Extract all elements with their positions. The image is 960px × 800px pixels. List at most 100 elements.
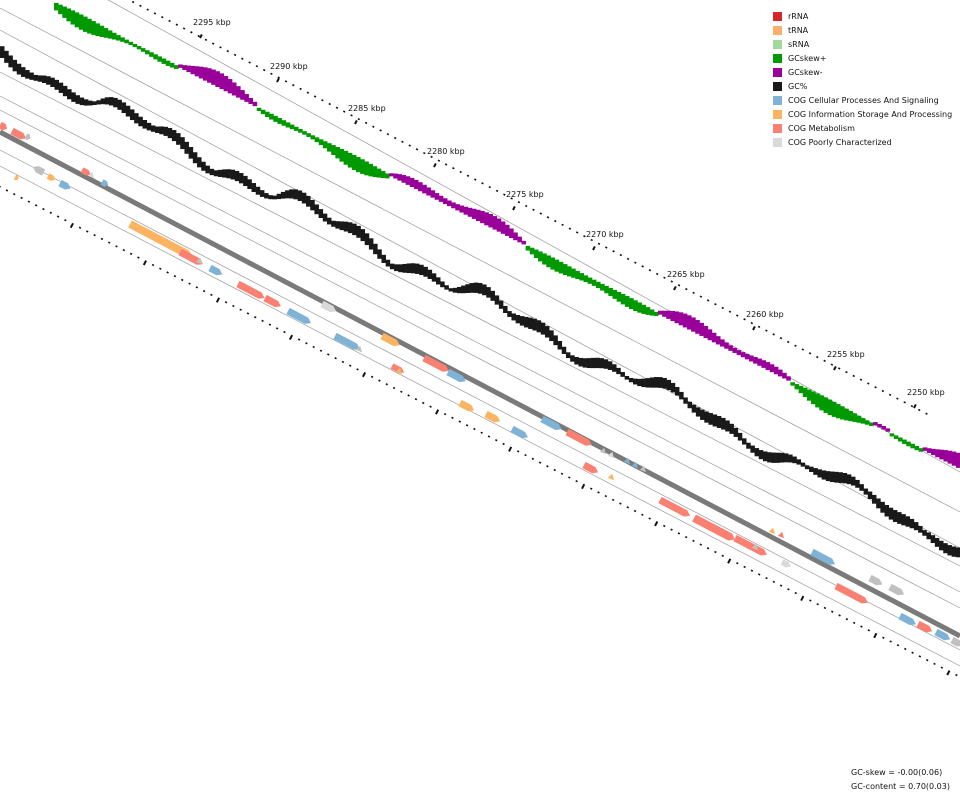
- gc-content-bar: [897, 512, 902, 524]
- minor-tick: [510, 197, 513, 200]
- minor-tick: [226, 49, 230, 53]
- gc-skew-negative-bar: [236, 86, 241, 98]
- gc-skew-positive-bar: [868, 422, 874, 427]
- gene-arrow: [13, 174, 19, 181]
- gc-content-bar: [75, 95, 80, 104]
- minor-tick: [604, 246, 608, 249]
- gc-skew-negative-bar: [922, 447, 928, 451]
- gc-skew-positive-bar: [533, 249, 539, 259]
- gc-skew-positive-bar: [856, 415, 862, 423]
- gc-content-bar: [155, 126, 160, 133]
- gc-skew-positive-bar: [136, 46, 142, 50]
- gc-skew-positive-bar: [269, 113, 274, 120]
- minor-tick: [575, 231, 579, 234]
- minor-tick: [692, 539, 695, 543]
- gc-content-bar: [477, 282, 483, 294]
- gc-content-bar: [180, 137, 185, 150]
- gc-content-bar: [16, 63, 22, 75]
- gc-skew-negative-bar: [389, 173, 394, 177]
- gc-content-bar: [222, 169, 227, 178]
- guide-line: [0, 71, 960, 567]
- minor-tick: [808, 352, 812, 355]
- gc-skew-positive-bar: [819, 395, 824, 411]
- gc-content-bar: [498, 300, 504, 309]
- gc-content-bar: [867, 491, 873, 500]
- major-tick: [69, 222, 74, 229]
- minor-tick: [794, 344, 797, 347]
- minor-tick: [830, 363, 834, 366]
- gc-content-bar: [301, 192, 307, 204]
- legend-item-gc-percent: GC%: [773, 79, 952, 93]
- gc-skew-positive-bar: [848, 411, 853, 422]
- gc-skew-positive-bar: [616, 291, 622, 302]
- legend-label: COG Poorly Characterized: [788, 137, 892, 147]
- minor-tick: [786, 340, 790, 344]
- gc-content-bar: [331, 220, 336, 227]
- gc-content-bar: [528, 317, 533, 329]
- gc-skew-positive-bar: [831, 401, 837, 417]
- gc-content-bar: [641, 378, 646, 388]
- minor-tick: [64, 219, 67, 222]
- gc-skew-negative-bar: [765, 362, 771, 370]
- gc-content-bar: [306, 195, 311, 207]
- legend-label: COG Cellular Processes And Signaling: [788, 95, 939, 105]
- minor-tick: [910, 404, 914, 408]
- gc-skew-negative-bar: [715, 336, 721, 345]
- legend-swatch: [773, 67, 782, 77]
- minor-tick: [881, 389, 885, 393]
- gc-content-bar: [108, 97, 114, 106]
- gene-marker: [777, 531, 785, 539]
- gene-arrow: [100, 179, 109, 187]
- minor-tick: [860, 625, 863, 628]
- gc-content-bar: [830, 471, 835, 483]
- minor-tick: [852, 374, 855, 378]
- minor-tick: [180, 278, 184, 282]
- gc-skew-negative-bar: [475, 209, 481, 222]
- gc-skew-positive-bar: [587, 277, 593, 284]
- minor-tick: [779, 584, 783, 587]
- minor-tick: [765, 329, 768, 332]
- gc-content-bar: [918, 525, 923, 533]
- minor-tick: [12, 193, 16, 196]
- gc-content-bar: [754, 448, 760, 457]
- minor-tick: [925, 412, 928, 415]
- gc-skew-positive-bar: [310, 135, 316, 140]
- minor-tick: [933, 662, 936, 666]
- minor-tick: [692, 291, 695, 295]
- gc-content-bar: [880, 501, 885, 513]
- guide-line: [107, 0, 960, 473]
- minor-tick: [532, 208, 535, 211]
- gc-skew-positive-bar: [633, 300, 638, 312]
- gc-skew-negative-bar: [757, 358, 762, 366]
- minor-tick: [590, 238, 593, 242]
- minor-tick: [129, 252, 133, 255]
- gc-content-bar: [264, 193, 269, 199]
- gc-content-bar: [788, 454, 793, 463]
- gc-skew-positive-bar: [314, 137, 320, 143]
- gene-arrow: [458, 399, 475, 412]
- gene-marker: [631, 461, 639, 469]
- major-tick: [362, 371, 367, 378]
- minor-tick: [305, 342, 308, 345]
- minor-tick: [626, 257, 630, 261]
- gc-content-bar: [804, 465, 810, 470]
- gene-arrow: [80, 167, 91, 176]
- gc-content-bar: [268, 195, 273, 200]
- minor-tick: [940, 666, 944, 669]
- gc-skew-positive-bar: [161, 58, 167, 64]
- legend-swatch: [773, 137, 782, 147]
- gene-arrow: [484, 410, 501, 423]
- legend-item-cog-metabolism: COG Metabolism: [773, 121, 952, 135]
- minor-tick: [175, 23, 179, 26]
- gc-skew-negative-bar: [732, 347, 738, 353]
- gc-skew-negative-bar: [662, 310, 667, 317]
- minor-tick: [684, 535, 688, 539]
- gc-skew-positive-bar: [620, 293, 626, 305]
- gc-content-bar: [314, 204, 319, 215]
- gc-skew-positive-bar: [124, 39, 129, 44]
- gc-content-bar: [364, 233, 370, 246]
- gene-arrow: [898, 612, 916, 626]
- gc-skew-positive-bar: [906, 441, 911, 447]
- gc-content-bar: [79, 97, 85, 106]
- gc-skew-negative-bar: [666, 310, 671, 319]
